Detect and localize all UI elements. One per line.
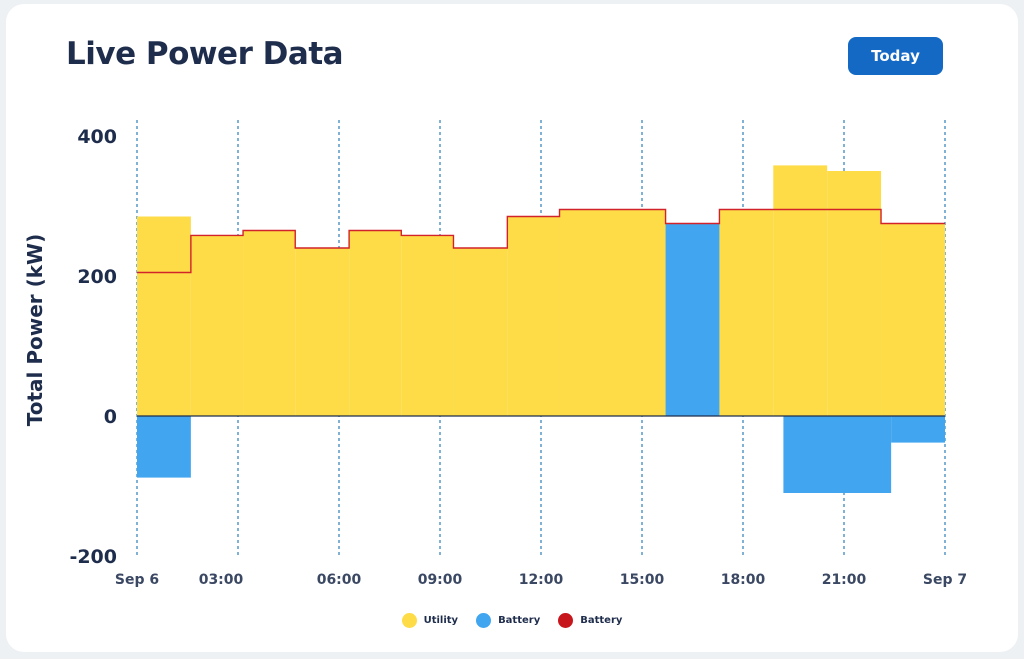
legend-label: Utility [423,615,459,626]
battery-line [137,208,945,274]
legend-item[interactable]: Battery [476,613,540,628]
battery-step [783,416,892,493]
legend-swatch [558,613,574,628]
x-tick-label: 21:00 [822,572,867,588]
x-tick-label: 12:00 [519,572,564,588]
utility-step [137,216,191,416]
x-tick-label: 15:00 [620,572,665,588]
legend-swatch [476,613,492,628]
y-tick-label: 200 [77,266,117,288]
page-title: Live Power Data [66,36,344,72]
legend-item[interactable]: Battery [558,613,622,628]
legend-label: Battery [498,615,541,626]
chart-legend: Utility Battery Battery [0,613,1024,628]
today-button[interactable]: Today [848,37,943,75]
x-tick-label: 18:00 [721,572,766,588]
battery-step [891,416,945,443]
battery-step [665,223,720,416]
utility-step [401,235,454,416]
y-tick-label: -200 [69,546,117,568]
utility-step [719,209,774,416]
x-tick-label: 09:00 [418,572,463,588]
utility-step [507,216,560,416]
utility-step [559,209,666,416]
utility-step [773,165,828,416]
x-tick-label: 06:00 [317,572,362,588]
x-tick-label: Sep 6 [115,572,159,588]
legend-label: Battery [580,615,623,626]
utility-step [190,235,244,416]
utility-step [295,248,350,416]
x-tick-label: Sep 7 [923,572,967,588]
utility-step [243,230,296,416]
utility-step [827,171,882,416]
y-axis-label: Total Power (kW) [23,234,47,427]
y-tick-label: 0 [104,406,117,428]
utility-step [881,223,945,416]
legend-swatch [401,613,417,628]
legend-item[interactable]: Utility [401,613,459,628]
utility-step [349,230,402,416]
utility-step [453,248,508,416]
x-tick-label: 03:00 [199,572,244,588]
battery-step [137,416,191,478]
y-tick-label: 400 [77,126,117,148]
